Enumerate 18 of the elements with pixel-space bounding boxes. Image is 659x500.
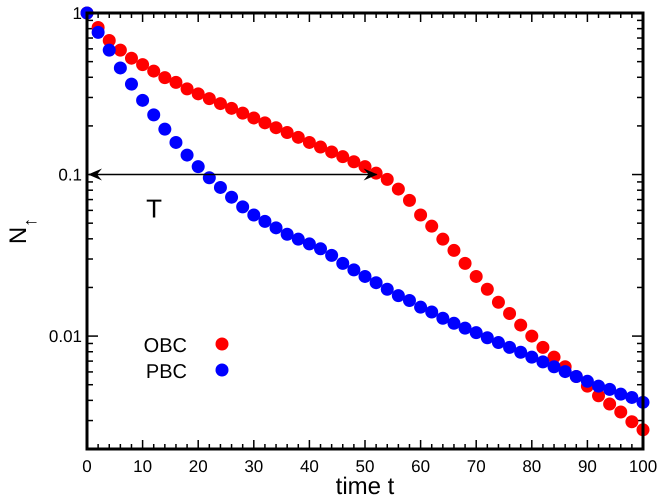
x-tick-label: 30 — [244, 457, 264, 476]
x-tick-label: 50 — [356, 457, 374, 476]
y-tick-label: 0.1 — [58, 166, 82, 185]
x-axis-title: time t — [336, 473, 395, 500]
x-tick-label: 10 — [133, 457, 152, 476]
y-tick-label: 1 — [72, 4, 82, 23]
x-tick-label: 20 — [188, 457, 208, 476]
legend-label: OBC — [144, 335, 187, 357]
y-tick-label: 0.01 — [48, 327, 82, 346]
x-tick-label: 80 — [522, 457, 542, 476]
annotation: T — [146, 194, 162, 224]
x-tick-label: 40 — [300, 457, 319, 476]
x-tick-label: 70 — [466, 457, 486, 476]
x-tick-label: 60 — [411, 457, 430, 476]
x-tick-label: 0 — [82, 457, 92, 476]
x-tick-label: 100 — [628, 457, 658, 476]
legend-label: PBC — [146, 361, 187, 383]
x-tick-label: 90 — [578, 457, 597, 476]
